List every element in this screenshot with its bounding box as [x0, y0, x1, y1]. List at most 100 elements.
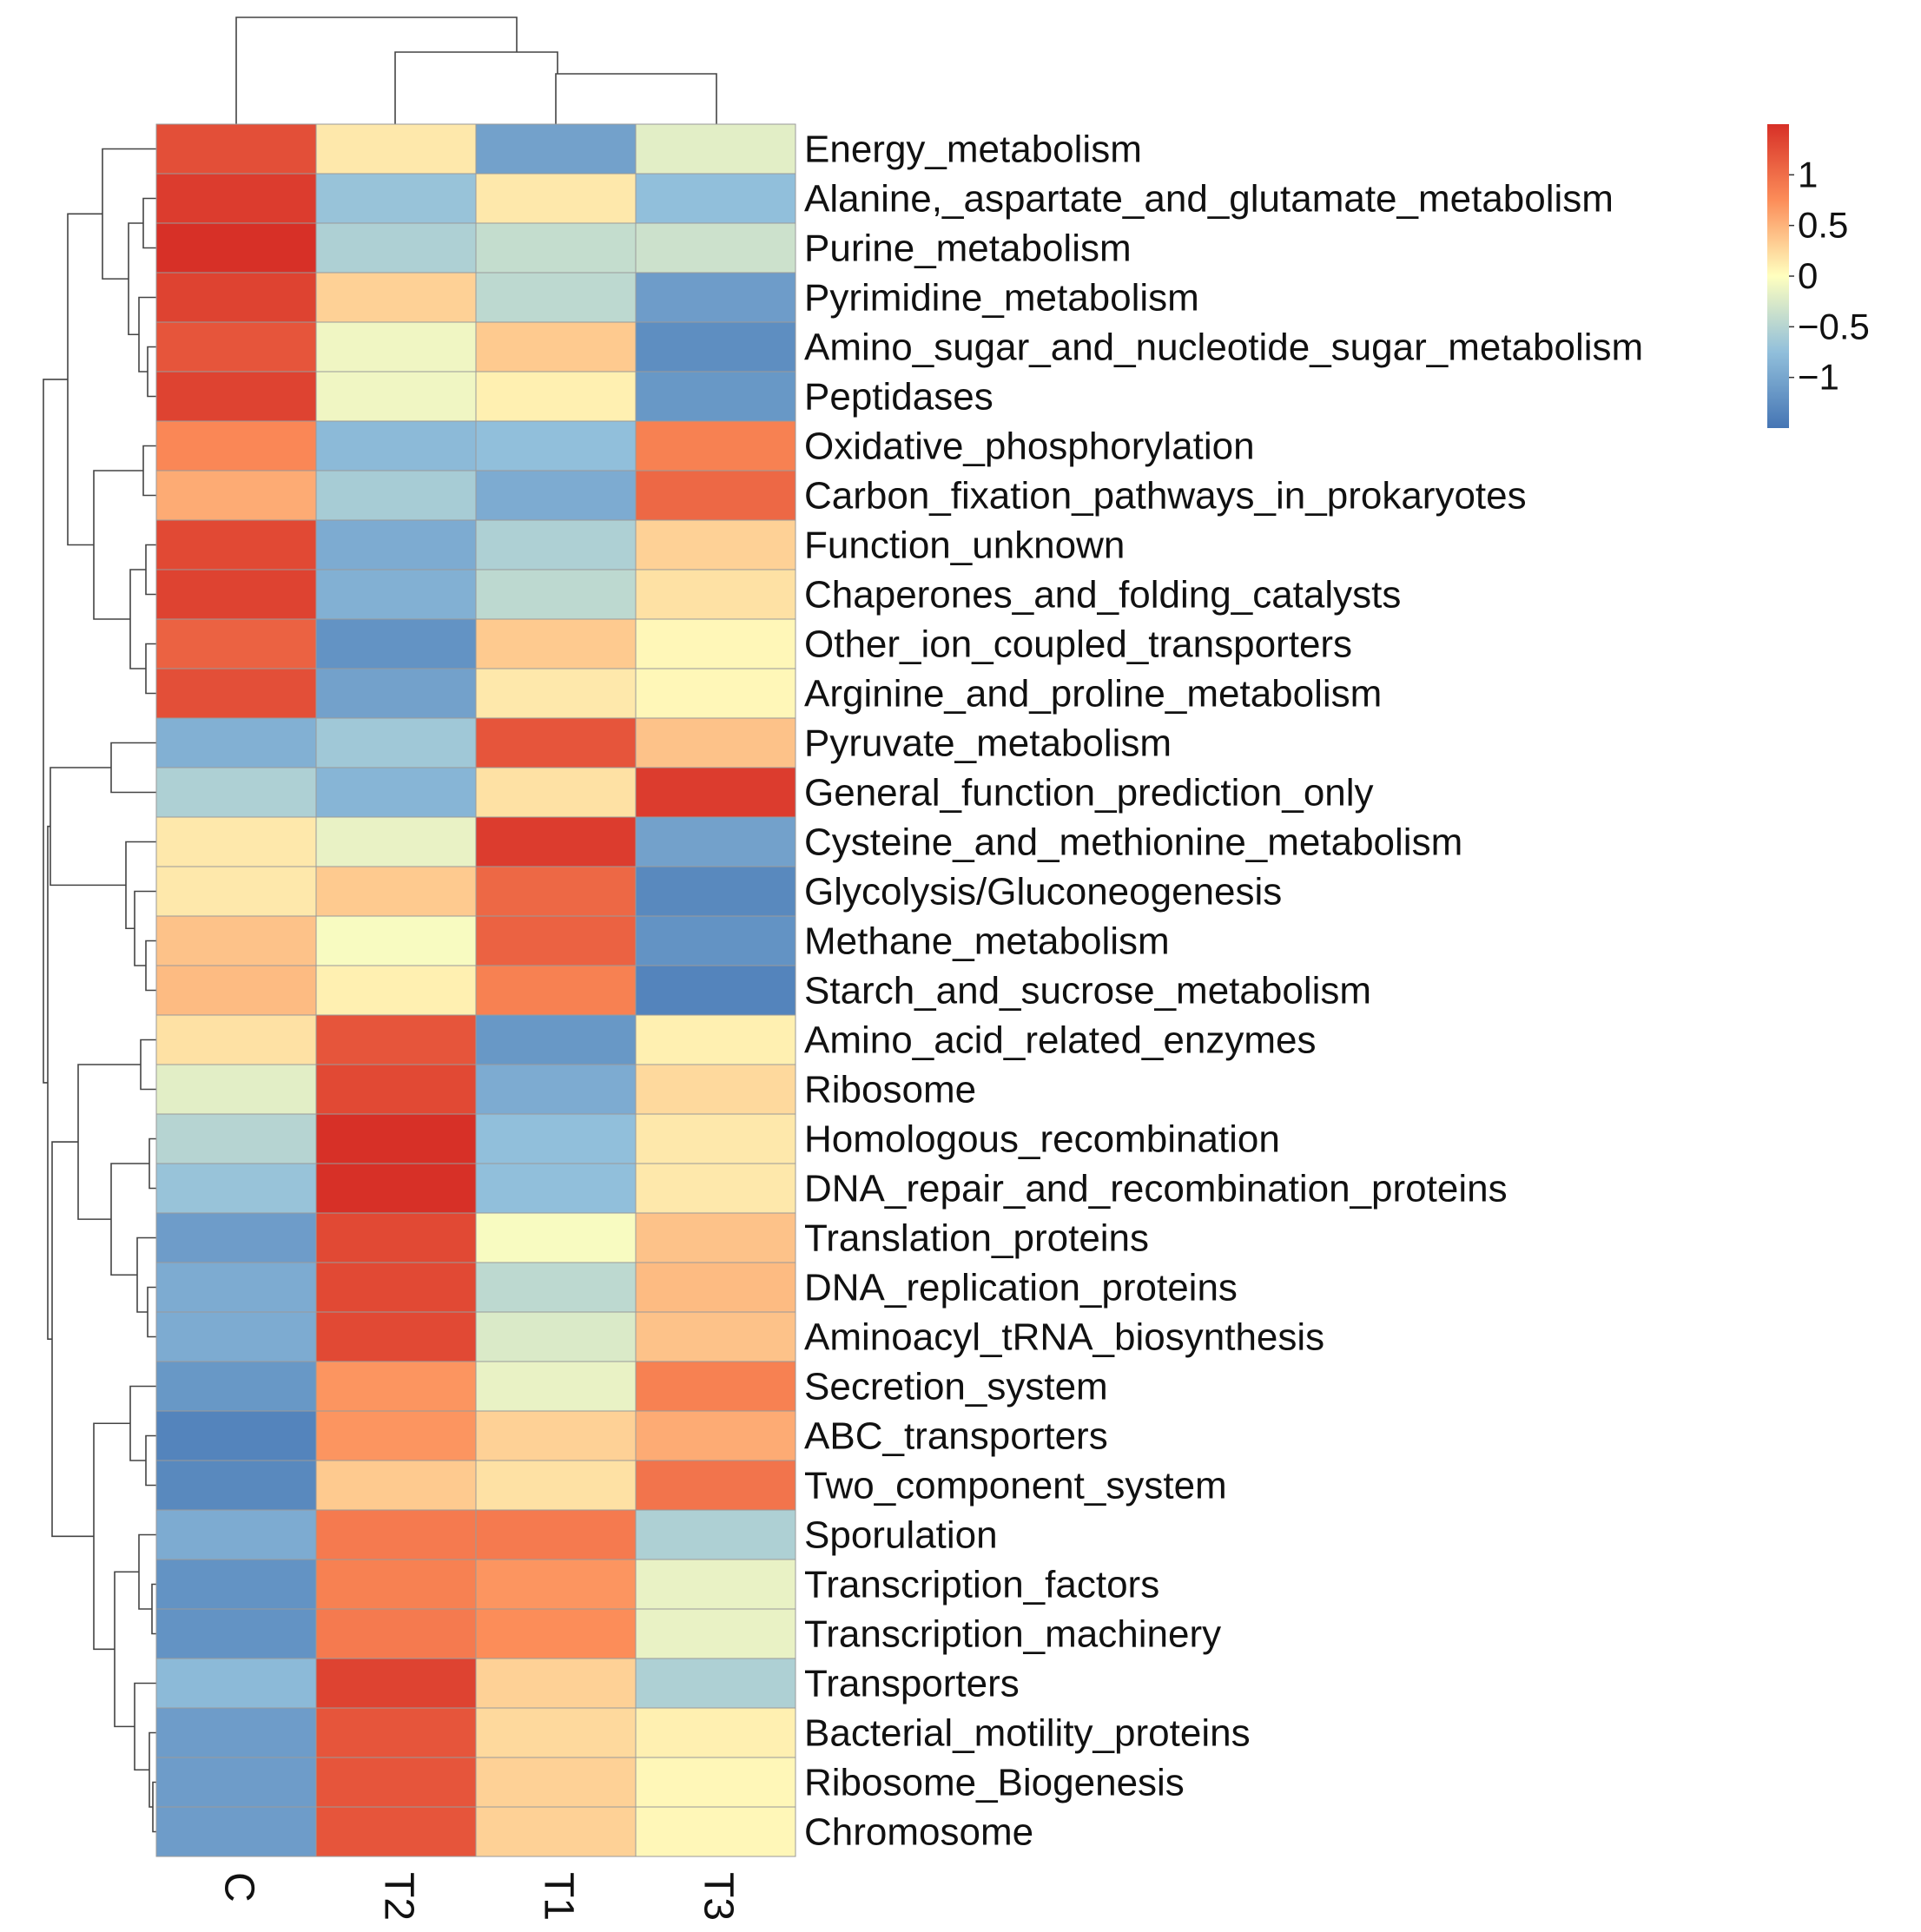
heatmap-cell	[155, 1757, 317, 1808]
dendrogram-link	[93, 470, 143, 620]
row-label: Ribosome	[804, 1069, 976, 1111]
heatmap-cell	[155, 1707, 317, 1758]
row-label: Amino_acid_related_enzymes	[804, 1019, 1316, 1062]
heatmap-cell	[155, 1410, 317, 1461]
heatmap-cell	[155, 1163, 317, 1214]
heatmap-cell	[635, 569, 796, 620]
heatmap-cell	[475, 371, 637, 422]
heatmap-cell	[315, 321, 477, 373]
column-dendrogram	[235, 16, 717, 124]
heatmap-cell	[475, 173, 637, 224]
heatmap-cell	[635, 420, 796, 471]
row-label: Methane_metabolism	[804, 920, 1170, 963]
heatmap-cell	[155, 1262, 317, 1313]
row-label: Glycolysis/Gluconeogenesis	[804, 871, 1282, 913]
heatmap-cell	[315, 1460, 477, 1511]
heatmap-cell	[155, 915, 317, 966]
row-label: Pyruvate_metabolism	[804, 722, 1172, 765]
column-label: T1	[535, 1872, 581, 1921]
heatmap-cell	[635, 1806, 796, 1857]
column-label: T3	[695, 1872, 741, 1921]
heatmap-cell	[475, 866, 637, 917]
heatmap-cell	[635, 717, 796, 768]
heatmap-cell	[635, 668, 796, 719]
heatmap-cell	[635, 965, 796, 1016]
heatmap-cell	[155, 717, 317, 768]
heatmap-cell	[475, 1509, 637, 1560]
heatmap-cell	[155, 1014, 317, 1065]
row-label: Bacterial_motility_proteins	[804, 1712, 1251, 1755]
heatmap-cell	[475, 816, 637, 867]
row-label: Translation_proteins	[804, 1217, 1149, 1260]
row-label: Energy_metabolism	[804, 129, 1142, 171]
column-label: C	[215, 1872, 261, 1902]
heatmap-cell	[635, 1361, 796, 1412]
row-dendrogram	[43, 148, 156, 1833]
row-label: Homologous_recombination	[804, 1118, 1280, 1161]
legend-tick-label: −0.5	[1798, 306, 1870, 346]
legend-tick-label: 0.5	[1798, 205, 1848, 246]
heatmap-cell	[155, 1658, 317, 1709]
heatmap-cell	[315, 222, 477, 274]
heatmap-cell	[315, 1757, 477, 1808]
heatmap-cell	[315, 1262, 477, 1313]
row-label: Other_ion_coupled_transporters	[804, 623, 1352, 666]
heatmap-cell	[475, 767, 637, 818]
dendrogram-link	[145, 940, 156, 992]
dendrogram-link	[43, 379, 68, 1084]
dendrogram-link	[67, 213, 102, 546]
dendrogram-link	[51, 1141, 94, 1538]
heatmap-cell	[315, 1707, 477, 1758]
heatmap-cell	[635, 222, 796, 274]
dendrogram-link	[147, 346, 156, 398]
heatmap-cell	[315, 272, 477, 323]
heatmap-cell	[315, 1212, 477, 1263]
heatmap-cell	[155, 470, 317, 521]
heatmap-cell	[475, 321, 637, 373]
heatmap-cell	[475, 1658, 637, 1709]
row-label: Chaperones_and_folding_catalysts	[804, 574, 1401, 617]
heatmap-cell	[315, 1163, 477, 1214]
row-label: Transcription_factors	[804, 1564, 1159, 1606]
row-label: Transporters	[804, 1663, 1020, 1705]
heatmap-cell	[315, 470, 477, 521]
dendrogram-link	[149, 1137, 156, 1190]
heatmap-cell	[475, 1460, 637, 1511]
row-label: DNA_repair_and_recombination_proteins	[804, 1168, 1508, 1210]
dendrogram-link	[129, 1385, 156, 1461]
heatmap-cell	[155, 1559, 317, 1610]
dendrogram-link	[142, 445, 156, 497]
dendrogram-link	[110, 742, 156, 794]
heatmap-cell	[635, 1410, 796, 1461]
heatmap-cell	[635, 1608, 796, 1659]
heatmap-cell	[315, 1658, 477, 1709]
heatmap-cell	[315, 420, 477, 471]
heatmap-cell	[475, 1361, 637, 1412]
heatmap-cell	[475, 915, 637, 966]
dendrogram-link	[138, 1533, 156, 1610]
row-label: Starch_and_sucrose_metabolism	[804, 970, 1371, 1012]
row-label: Transcription_machinery	[804, 1613, 1221, 1656]
heatmap-cell	[315, 915, 477, 966]
row-label: ABC_transporters	[804, 1415, 1108, 1458]
heatmap-cell	[315, 866, 477, 917]
color-legend-bar	[1767, 124, 1789, 428]
heatmap-cell	[155, 569, 317, 620]
heatmap-cell	[315, 1806, 477, 1857]
heatmap-cell	[475, 222, 637, 274]
dendrogram-link	[151, 1583, 156, 1635]
dendrogram-link	[145, 643, 156, 695]
heatmap-cell	[635, 519, 796, 570]
heatmap-cell	[475, 569, 637, 620]
row-label: Peptidases	[804, 376, 994, 419]
heatmap-cell	[155, 1460, 317, 1511]
heatmap-cell	[155, 420, 317, 471]
heatmap-cell	[635, 123, 796, 175]
row-label: Function_unknown	[804, 524, 1125, 567]
heatmap-cell	[315, 668, 477, 719]
heatmap-cell	[315, 1608, 477, 1659]
heatmap-cell	[315, 123, 477, 175]
heatmap-cell	[635, 1559, 796, 1610]
heatmap-cell	[315, 1410, 477, 1461]
heatmap-cell	[155, 1806, 317, 1857]
